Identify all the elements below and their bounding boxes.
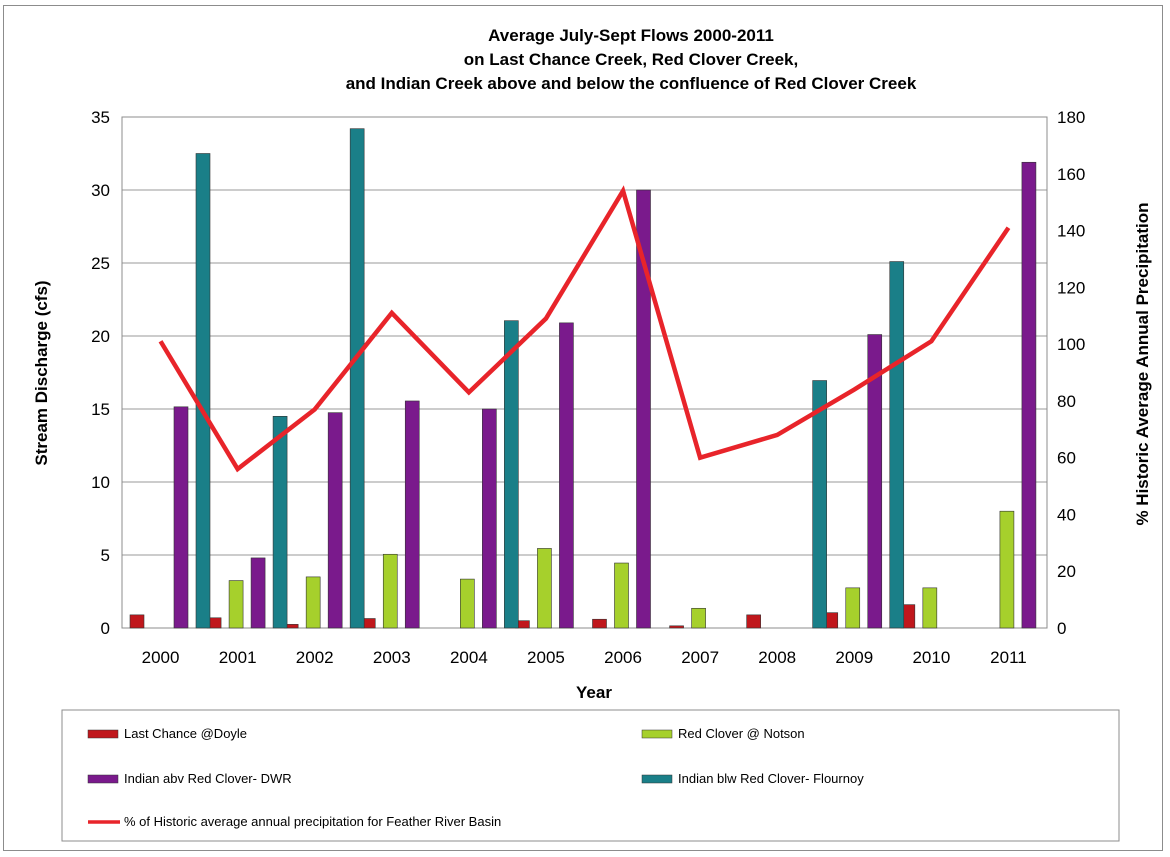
bar bbox=[305, 576, 321, 629]
bar bbox=[504, 320, 519, 629]
bar bbox=[460, 578, 475, 629]
legend-box bbox=[61, 709, 1120, 842]
x-tick-label: 2010 bbox=[912, 648, 950, 667]
bars bbox=[129, 128, 1037, 629]
plot-area bbox=[121, 116, 1048, 629]
bar bbox=[250, 557, 266, 629]
legend-label: Indian blw Red Clover- Flournoy bbox=[678, 771, 864, 786]
x-tick-label: 2006 bbox=[604, 648, 642, 667]
y-tick-label: 30 bbox=[91, 181, 110, 200]
x-tick-label: 2009 bbox=[835, 648, 873, 667]
y-axis-title: Stream Discharge (cfs) bbox=[32, 280, 51, 465]
bar bbox=[228, 580, 244, 629]
x-tick-label: 2003 bbox=[373, 648, 411, 667]
legend-swatch bbox=[641, 729, 673, 739]
y-tick-label: 20 bbox=[91, 327, 110, 346]
legend-swatch bbox=[641, 774, 673, 784]
bar bbox=[669, 625, 684, 629]
chart-title-line-1: Average July-Sept Flows 2000-2011 bbox=[488, 26, 774, 45]
bar bbox=[746, 614, 761, 629]
legend-swatch bbox=[87, 774, 119, 784]
bar bbox=[889, 261, 905, 629]
y2-axis-title: % Historic Average Annual Precipitation bbox=[1133, 202, 1152, 525]
bar bbox=[636, 189, 651, 629]
chart: Average July-Sept Flows 2000-2011 on Las… bbox=[32, 26, 1152, 842]
y-tick-label: 35 bbox=[91, 108, 110, 127]
bar bbox=[537, 548, 552, 629]
y2-tick-label: 140 bbox=[1057, 222, 1085, 241]
x-axis-title: Year bbox=[576, 683, 612, 702]
gridlines bbox=[122, 189, 1047, 556]
y2-axis-ticks: 0 20 40 60 80 100 120 140 160 180 bbox=[1057, 108, 1085, 638]
legend: Last Chance @Doyle Red Clover @ Notson Ind… bbox=[87, 726, 864, 829]
x-axis-ticks: 2000 2001 2002 2003 2004 2005 2006 2007 2008 2009… bbox=[142, 648, 1027, 667]
chart-frame: Average July-Sept Flows 2000-2011 on Las… bbox=[3, 5, 1163, 851]
y2-tick-label: 120 bbox=[1057, 278, 1085, 297]
bar bbox=[922, 587, 938, 629]
y-tick-label: 25 bbox=[91, 254, 110, 273]
bar bbox=[173, 406, 189, 629]
x-tick-label: 2000 bbox=[142, 648, 180, 667]
bar bbox=[382, 553, 398, 629]
bar bbox=[349, 128, 365, 629]
legend-label: % of Historic average annual precipitati… bbox=[124, 814, 501, 829]
y2-tick-label: 0 bbox=[1057, 619, 1066, 638]
bar bbox=[559, 322, 574, 629]
bar bbox=[592, 618, 607, 629]
chart-title-line-2: on Last Chance Creek, Red Clover Creek, bbox=[464, 50, 798, 69]
bar bbox=[404, 400, 420, 629]
y-tick-label: 15 bbox=[91, 400, 110, 419]
y-axis-ticks: 0 5 10 15 20 25 30 35 bbox=[91, 108, 110, 638]
x-tick-label: 2008 bbox=[758, 648, 796, 667]
bar bbox=[482, 408, 497, 629]
y2-tick-label: 180 bbox=[1057, 108, 1085, 127]
legend-label: Last Chance @Doyle bbox=[124, 726, 247, 741]
legend-label: Indian abv Red Clover- DWR bbox=[124, 771, 292, 786]
x-tick-label: 2007 bbox=[681, 648, 719, 667]
y2-tick-label: 60 bbox=[1057, 449, 1076, 468]
y2-tick-label: 80 bbox=[1057, 392, 1076, 411]
bar bbox=[272, 415, 288, 629]
legend-label: Red Clover @ Notson bbox=[678, 726, 805, 741]
bar bbox=[129, 614, 145, 629]
bar bbox=[691, 607, 706, 629]
y2-tick-label: 100 bbox=[1057, 335, 1085, 354]
precipitation-line bbox=[158, 185, 1011, 473]
bar bbox=[999, 510, 1015, 629]
chart-title-line-3: and Indian Creek above and below the con… bbox=[346, 74, 917, 93]
bar bbox=[614, 562, 629, 629]
x-tick-label: 2005 bbox=[527, 648, 565, 667]
y-tick-label: 5 bbox=[101, 546, 110, 565]
legend-swatch bbox=[87, 729, 119, 739]
y2-tick-label: 40 bbox=[1057, 505, 1076, 524]
y-tick-label: 10 bbox=[91, 473, 110, 492]
precipitation-line-group bbox=[158, 185, 1011, 473]
x-tick-label: 2002 bbox=[296, 648, 334, 667]
x-tick-label: 2004 bbox=[450, 648, 488, 667]
y-tick-label: 0 bbox=[101, 619, 110, 638]
bar bbox=[327, 412, 343, 629]
bar bbox=[867, 334, 883, 629]
bar bbox=[845, 587, 861, 629]
x-tick-label: 2001 bbox=[219, 648, 257, 667]
bar bbox=[1021, 161, 1037, 629]
bar bbox=[812, 380, 827, 629]
x-tick-label: 2011 bbox=[990, 648, 1027, 667]
y2-tick-label: 20 bbox=[1057, 562, 1076, 581]
y2-tick-label: 160 bbox=[1057, 165, 1085, 184]
bar bbox=[195, 153, 211, 629]
